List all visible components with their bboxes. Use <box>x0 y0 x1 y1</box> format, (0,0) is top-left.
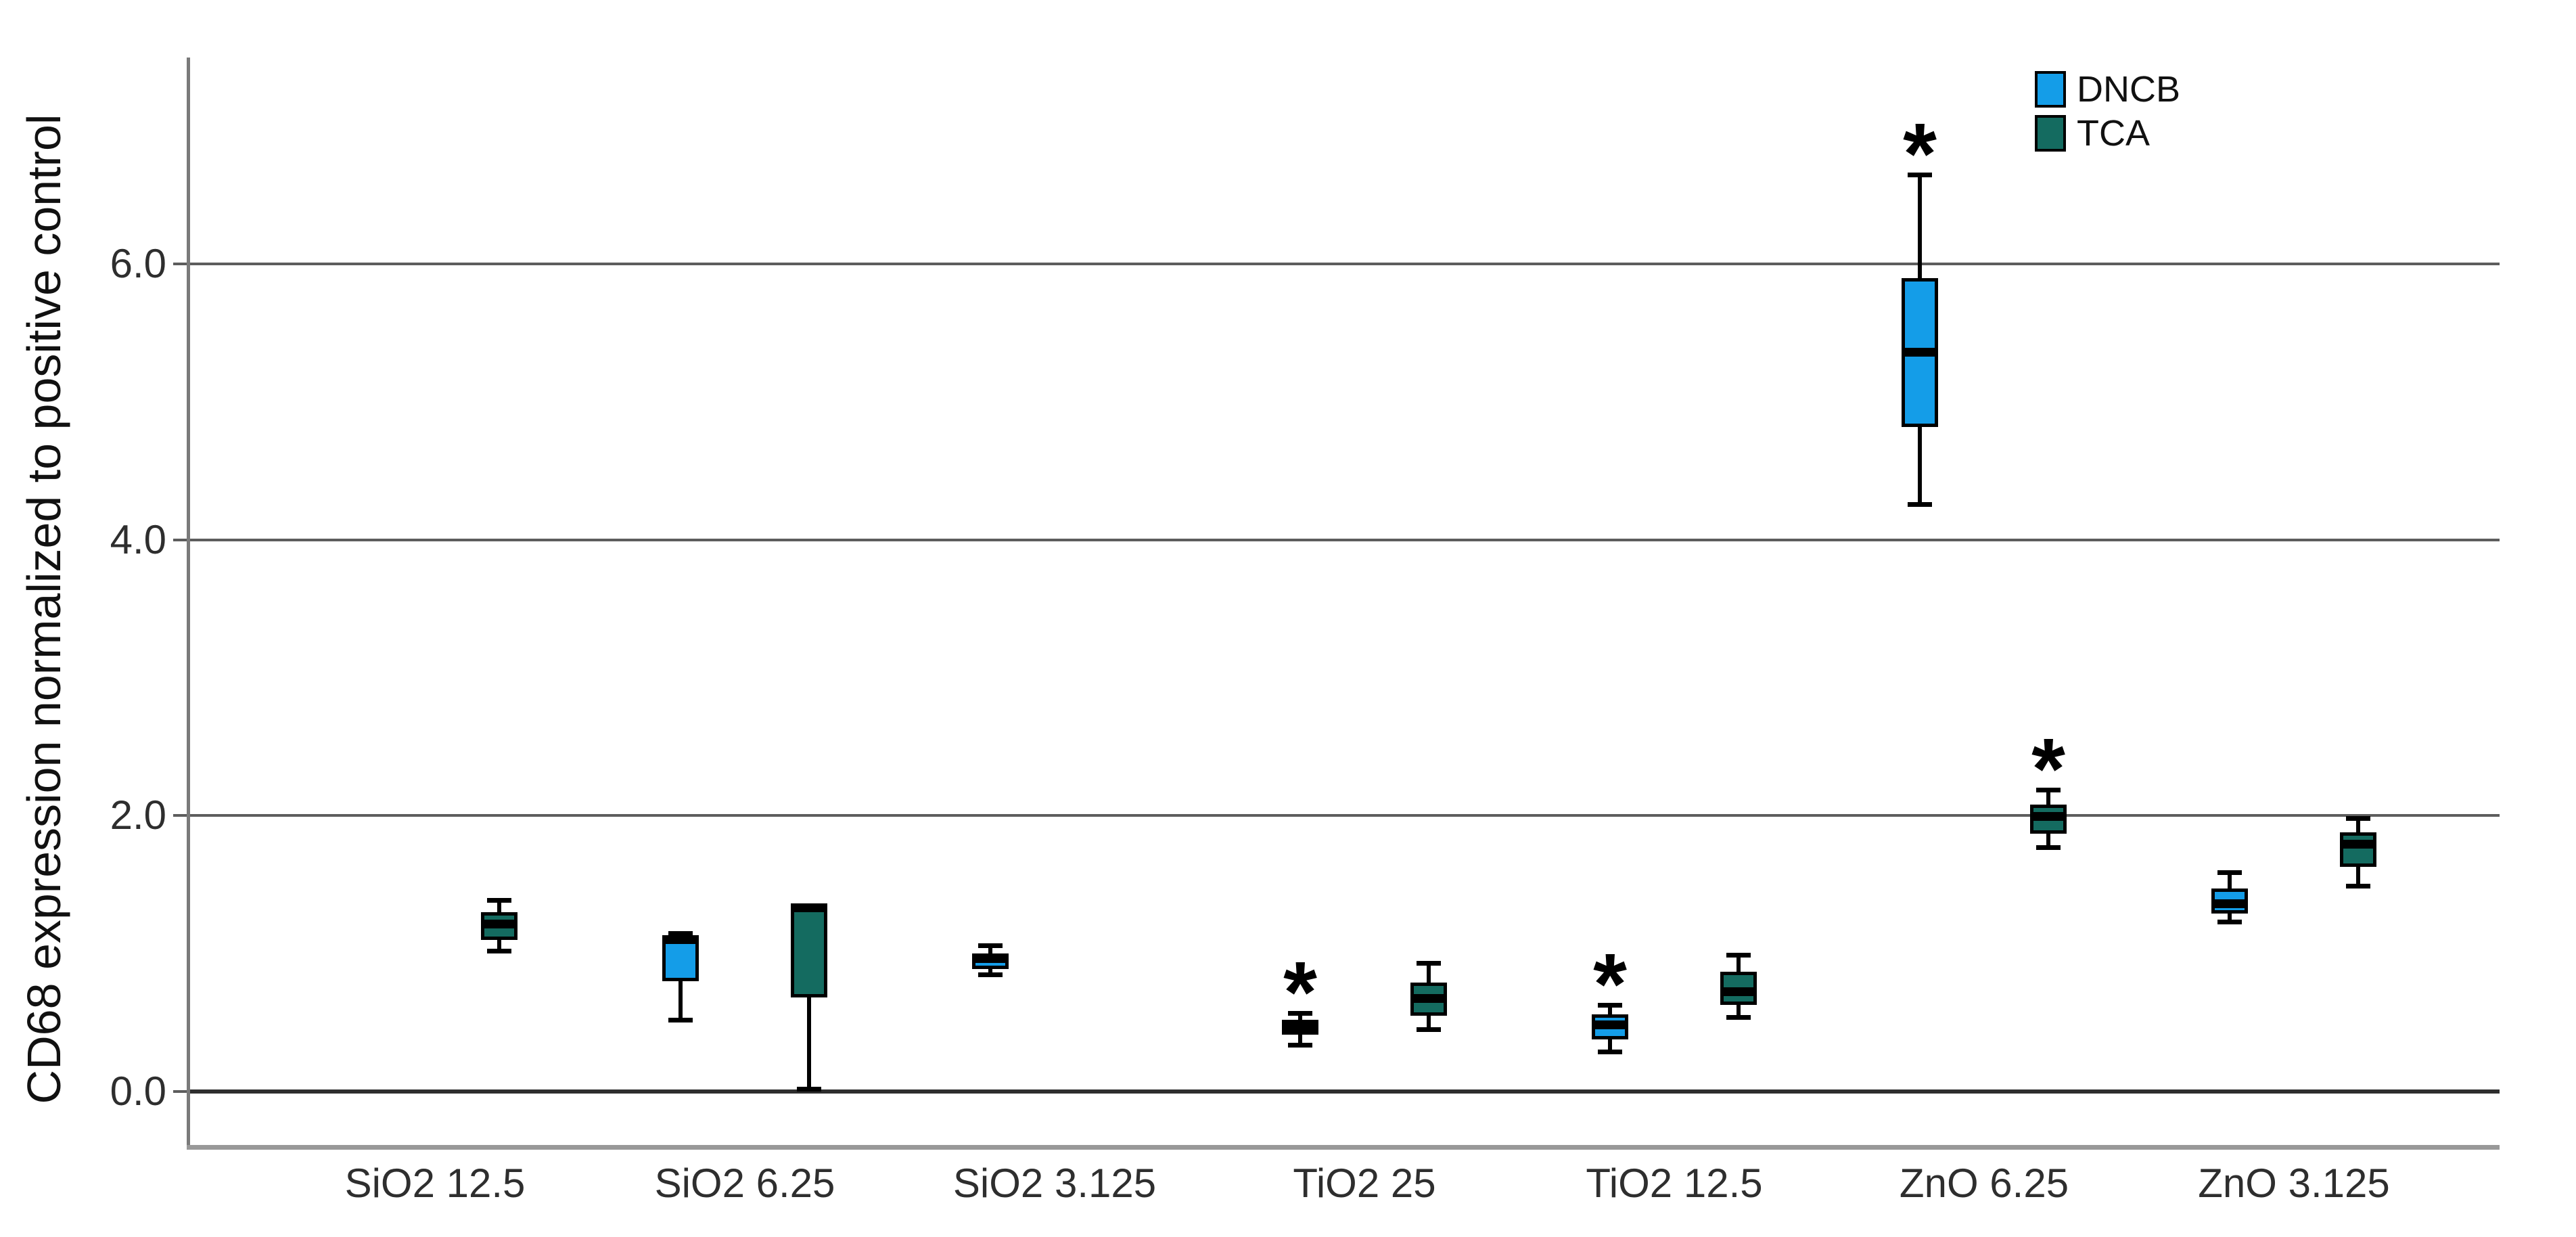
legend-swatch-dncb <box>2035 71 2066 108</box>
gridline-0.0 <box>189 1089 2500 1094</box>
median-dncb-tio2-25 <box>1282 1023 1318 1033</box>
whisker-cap-bottom-tca-tio2-12.5 <box>1726 1014 1751 1020</box>
x-tick-label-4: TiO2 25 <box>1293 1161 1436 1206</box>
significance-asterisk-tca-zno-6.25: * <box>2031 720 2065 817</box>
median-dncb-sio2-6.25 <box>662 935 699 944</box>
box-tca-sio2-6.25 <box>791 905 827 998</box>
median-dncb-tio2-12.5 <box>1592 1020 1628 1030</box>
box-tca-zno-3.125 <box>2340 832 2376 867</box>
legend: DNCB TCA <box>2035 69 2180 160</box>
significance-asterisk-dncb-tio2-12.5: * <box>1593 935 1627 1033</box>
legend-item-tca: TCA <box>2035 113 2180 154</box>
whisker-cap-top-dncb-sio2-3.125 <box>978 943 1003 948</box>
whisker-cap-bottom-tca-sio2-6.25 <box>797 1086 821 1092</box>
significance-asterisk-dncb-tio2-25: * <box>1283 943 1317 1041</box>
whisker-cap-top-tca-tio2-12.5 <box>1726 953 1751 958</box>
x-axis-line <box>187 1145 2500 1150</box>
y-tick-mark <box>173 814 189 817</box>
y-tick-mark <box>173 538 189 541</box>
whisker-cap-bottom-dncb-sio2-3.125 <box>978 972 1003 977</box>
median-tca-tio2-25 <box>1410 994 1447 1004</box>
y-tick-label: 0.0 <box>110 1069 166 1114</box>
y-tick-label: 4.0 <box>110 516 166 562</box>
whisker-cap-top-dncb-zno-3.125 <box>2217 870 2242 875</box>
whisker-cap-bottom-tca-zno-3.125 <box>2346 884 2370 889</box>
whisker-cap-bottom-tca-sio2-12.5 <box>487 949 511 954</box>
whisker-cap-top-dncb-tio2-12.5 <box>1598 1002 1622 1008</box>
legend-label-dncb: DNCB <box>2077 69 2181 110</box>
whisker-cap-top-dncb-zno-6.25 <box>1908 172 1932 177</box>
median-tca-zno-6.25 <box>2030 812 2067 822</box>
whisker-cap-top-dncb-tio2-25 <box>1288 1010 1312 1016</box>
whisker-cap-bottom-dncb-tio2-12.5 <box>1598 1049 1622 1054</box>
median-tca-sio2-6.25 <box>791 903 827 912</box>
whisker-cap-bottom-dncb-sio2-6.25 <box>668 1018 693 1023</box>
x-tick-label-5: TiO2 12.5 <box>1586 1161 1763 1206</box>
y-tick-mark <box>173 1090 189 1093</box>
whisker-cap-bottom-dncb-zno-6.25 <box>1908 501 1932 507</box>
median-dncb-zno-6.25 <box>1902 347 1938 357</box>
gridline-6.0 <box>189 263 2500 266</box>
y-tick-label: 6.0 <box>110 241 166 287</box>
whisker-cap-bottom-tca-tio2-25 <box>1417 1027 1441 1033</box>
whisker-cap-top-tca-tio2-25 <box>1417 961 1441 966</box>
whisker-cap-bottom-dncb-tio2-25 <box>1288 1042 1312 1048</box>
x-tick-label-6: ZnO 6.25 <box>1899 1161 2069 1206</box>
legend-label-tca: TCA <box>2077 113 2150 154</box>
x-tick-label-3: SiO2 3.125 <box>952 1161 1157 1206</box>
gridline-2.0 <box>189 814 2500 817</box>
gridline-4.0 <box>189 538 2500 541</box>
x-tick-label-1: SiO2 12.5 <box>344 1161 526 1206</box>
legend-swatch-tca <box>2035 115 2066 152</box>
median-dncb-sio2-3.125 <box>972 954 1009 964</box>
legend-item-dncb: DNCB <box>2035 69 2180 110</box>
x-tick-label-2: SiO2 6.25 <box>654 1161 835 1206</box>
median-tca-zno-3.125 <box>2340 840 2376 849</box>
x-tick-label-7: ZnO 3.125 <box>2198 1161 2390 1206</box>
whisker-cap-top-tca-zno-3.125 <box>2346 816 2370 822</box>
whisker-cap-bottom-tca-zno-6.25 <box>2036 845 2061 851</box>
y-tick-label: 2.0 <box>110 792 166 838</box>
whisker-cap-top-tca-sio2-12.5 <box>487 897 511 903</box>
median-tca-tio2-12.5 <box>1720 987 1757 997</box>
y-axis-line <box>187 58 190 1145</box>
y-tick-mark <box>173 263 189 266</box>
whisker-cap-top-dncb-sio2-6.25 <box>668 930 693 936</box>
median-tca-sio2-12.5 <box>481 920 518 929</box>
whisker-cap-bottom-dncb-zno-3.125 <box>2217 920 2242 925</box>
median-dncb-zno-3.125 <box>2211 899 2248 908</box>
significance-asterisk-dncb-zno-6.25: * <box>1903 105 1937 202</box>
whisker-cap-top-tca-zno-6.25 <box>2036 787 2061 792</box>
